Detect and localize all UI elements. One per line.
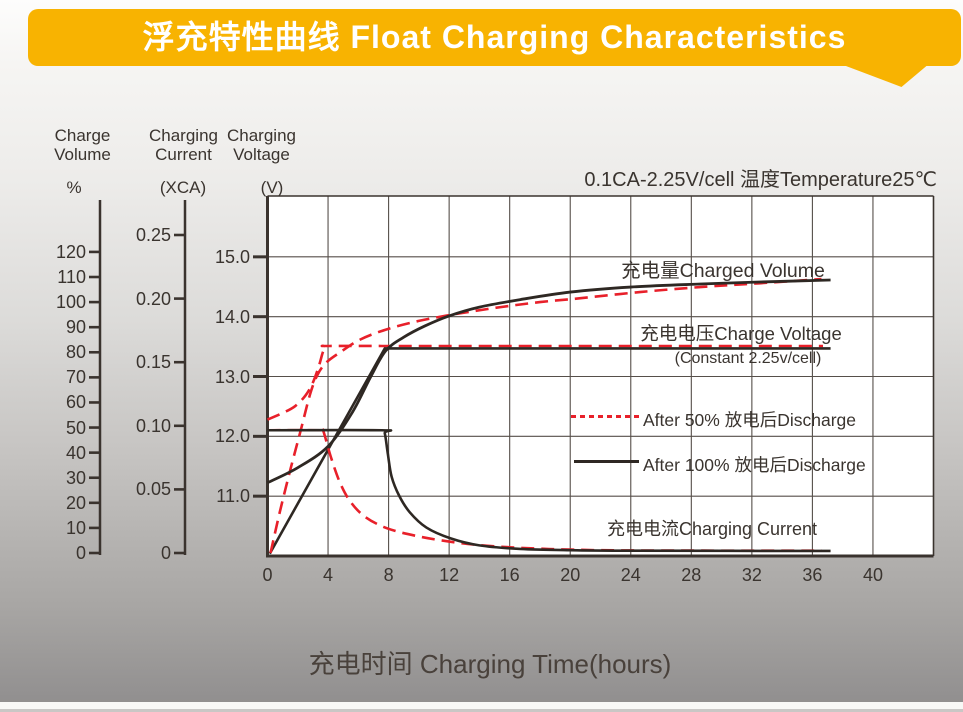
- volume-tick-label: 10: [65, 517, 86, 538]
- volume-tick-label: 50: [65, 417, 86, 438]
- voltage-tick-label: 11.0: [216, 486, 250, 507]
- charging-current-curve-label: 充电电流Charging Current: [606, 519, 818, 539]
- bottom-edge-strip: [0, 709, 963, 712]
- test-condition-label: 0.1CA-2.25V/cell 温度Temperature25℃: [584, 169, 937, 191]
- x-tick-label: 8: [383, 565, 394, 585]
- current-tick-label: 0.25: [135, 225, 171, 245]
- current-axis-unit: (XCA): [159, 178, 207, 197]
- x-tick-label: 24: [620, 565, 641, 585]
- bottom-highlight-strip: [0, 702, 963, 709]
- volume-tick-label: 70: [65, 367, 86, 388]
- charge-voltage-after-100pct-discharge-curve: [268, 347, 831, 555]
- current-tick-label: 0.10: [135, 415, 171, 436]
- x-axis-title: 充电时间 Charging Time(hours): [308, 649, 672, 679]
- x-tick-label: 40: [862, 565, 883, 585]
- volume-axis-unit: %: [66, 178, 82, 197]
- current-tick-label: 0.05: [135, 479, 171, 500]
- volume-tick-label: 90: [65, 317, 86, 338]
- voltage-tick-label: 12.0: [214, 426, 250, 447]
- volume-tick-label: 40: [65, 442, 86, 463]
- legend-label-100pct: After 100% 放电后Discharge: [643, 455, 866, 475]
- volume-tick-label: 0: [75, 543, 86, 563]
- x-tick-label: 12: [439, 565, 460, 585]
- volume-tick-label: 100: [55, 292, 86, 313]
- x-tick-label: 32: [741, 565, 762, 585]
- charge-voltage-after-50pct-discharge-curve: [266, 344, 824, 421]
- volume-tick-label: 60: [65, 392, 86, 413]
- volume-tick-label: 20: [65, 492, 86, 513]
- page-title: 浮充特性曲线 Float Charging Characteristics: [142, 19, 847, 55]
- current-tick-label: 0: [160, 543, 171, 563]
- current-axis-header: Charging Current: [149, 126, 218, 164]
- x-tick-label: 28: [681, 565, 702, 585]
- volume-tick-label: 120: [55, 241, 86, 262]
- volume-tick-label: 80: [65, 342, 86, 363]
- voltage-tick-label: 14.0: [214, 306, 250, 327]
- current-tick-label: 0.15: [135, 352, 171, 373]
- charged-volume-curve-label: 充电量Charged Volume: [621, 260, 825, 282]
- voltage-tick-label: 15.0: [214, 246, 250, 267]
- voltage-tick-label: 13.0: [214, 366, 250, 387]
- legend-line-100pct-icon: [574, 460, 639, 463]
- x-tick-label: 36: [802, 565, 823, 585]
- volume-tick-label: 110: [57, 267, 86, 287]
- charging-current-after-100pct-discharge-curve: [267, 428, 831, 553]
- volume-tick-label: 30: [65, 467, 86, 488]
- volume-axis-header: Charge Volume: [54, 126, 111, 164]
- charge-voltage-curve-label: 充电电压Charge Voltage: [640, 323, 842, 344]
- x-tick-label: 0: [262, 565, 273, 585]
- x-tick-label: 16: [499, 565, 520, 585]
- voltage-axis-header: Charging Voltage: [227, 126, 296, 164]
- x-tick-label: 20: [560, 565, 581, 585]
- x-tick-label: 4: [323, 565, 334, 585]
- legend-label-50pct: After 50% 放电后Discharge: [643, 410, 856, 430]
- current-tick-label: 0.20: [135, 288, 171, 309]
- voltage-axis-unit: (V): [260, 178, 284, 197]
- charge-voltage-note-label: (Constant 2.25v/cell): [674, 350, 822, 367]
- legend-line-50pct-icon: [571, 415, 639, 418]
- title-banner: 浮充特性曲线 Float Charging Characteristics: [28, 9, 961, 66]
